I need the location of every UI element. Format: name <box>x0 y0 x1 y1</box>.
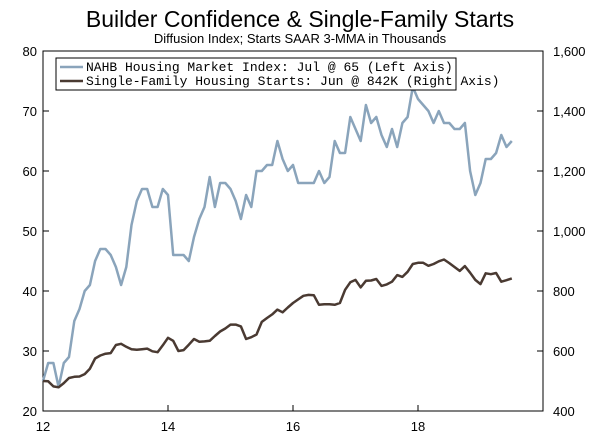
left-y-tick-label: 70 <box>23 104 37 119</box>
single-family-starts-line <box>42 258 513 389</box>
left-y-tick-label: 30 <box>23 344 37 359</box>
right-y-tick-label: 1,400 <box>553 104 586 119</box>
left-y-tick-label: 40 <box>23 284 37 299</box>
right-y-tick-label: 1,200 <box>553 164 586 179</box>
left-y-tick-label: 50 <box>23 224 37 239</box>
x-tick-label: 12 <box>36 419 50 434</box>
plot-area <box>42 50 544 412</box>
left-y-tick-label: 80 <box>23 44 37 59</box>
left-y-tick-label: 60 <box>23 164 37 179</box>
right-y-tick-label: 400 <box>553 404 575 419</box>
x-tick-label: 16 <box>286 419 300 434</box>
legend: NAHB Housing Market Index: Jul @ 65 (Lef… <box>55 57 499 91</box>
left-y-tick-label: 20 <box>23 404 37 419</box>
legend-box <box>55 57 457 91</box>
right-y-tick-label: 1,000 <box>553 224 586 239</box>
left-y-axis: 20 30 40 50 60 70 80 <box>23 44 49 419</box>
x-tick-label: 14 <box>161 419 175 434</box>
legend-label-nahb: NAHB Housing Market Index: Jul @ 65 (Lef… <box>86 60 453 75</box>
right-y-tick-label: 600 <box>553 344 575 359</box>
right-y-axis: 400 600 800 1,000 1,200 1,400 1,600 <box>537 44 586 419</box>
legend-label-starts: Single-Family Housing Starts: Jun @ 842K… <box>86 74 499 89</box>
right-y-tick-label: 800 <box>553 284 575 299</box>
chart-subtitle: Diffusion Index; Starts SAAR 3-MMA in Th… <box>154 31 447 46</box>
chart-title: Builder Confidence & Single-Family Start… <box>86 6 514 32</box>
right-y-tick-label: 1,600 <box>553 44 586 59</box>
nahb-index-line <box>41 85 513 389</box>
x-axis: 12 14 16 18 <box>36 405 425 434</box>
x-tick-label: 18 <box>411 419 425 434</box>
